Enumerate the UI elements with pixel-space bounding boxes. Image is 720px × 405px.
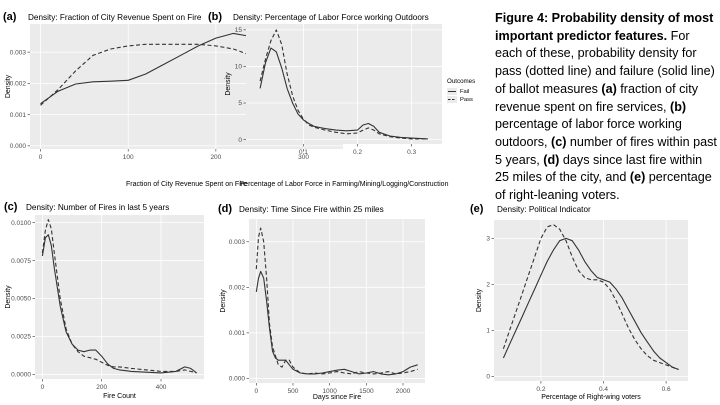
x-tick-label: 0.2 <box>353 149 362 156</box>
y-tick-label: 0 <box>486 374 490 381</box>
x-axis-label: Percentage of Labor Force in Farming/Min… <box>240 181 449 188</box>
y-tick-label: 0.0075 <box>11 258 31 265</box>
caption-figure-label: Figure 4: <box>495 11 549 25</box>
y-tick-label: 0 <box>238 137 242 144</box>
y-tick-label: 0.003 <box>10 49 27 56</box>
chart-title: Density: Fraction of City Revenue Spent … <box>28 13 202 22</box>
fail-density-line <box>502 237 679 371</box>
chart-title: Density: Number of Fires in last 5 years <box>26 203 169 212</box>
pass-density-line <box>255 227 418 375</box>
y-tick-label: 0.0025 <box>11 334 31 341</box>
y-axis-label: Density <box>5 74 12 98</box>
y-tick-label: 0.002 <box>229 285 246 292</box>
plot-panel <box>246 24 442 144</box>
x-tick-label: 0.6 <box>662 386 671 393</box>
figure-caption: Figure 4: Probability density of most im… <box>495 10 717 205</box>
caption-tag-d: (d) <box>543 152 560 167</box>
y-axis-label: Density <box>225 72 232 96</box>
y-tick-label: 0.001 <box>229 330 246 337</box>
legend-entry-label: Fail <box>460 89 469 95</box>
caption-body-d: days since last fire within 25 miles of … <box>495 152 703 185</box>
y-tick-label: 0.0000 <box>11 372 31 379</box>
x-tick-label: 400 <box>156 384 167 391</box>
panel-tag: (e) <box>470 203 484 215</box>
chart-title: Density: Percentage of Labor Force worki… <box>233 13 429 22</box>
x-axis-label: Percentage of Right-wing voters <box>541 394 641 401</box>
x-tick-label: 0 <box>39 154 43 161</box>
chart-title: Density: Political Indicator <box>497 205 591 214</box>
caption-tag-c: (c) <box>551 134 567 149</box>
fail-density-line <box>41 234 197 374</box>
x-tick-label: 0.1 <box>299 149 308 156</box>
x-tick-label: 1000 <box>322 388 337 395</box>
x-tick-label: 200 <box>210 154 221 161</box>
y-axis-label: Density <box>5 285 12 309</box>
caption-title: Probability density of most important pr… <box>495 11 714 43</box>
x-tick-label: 500 <box>288 388 299 395</box>
x-tick-label: 300 <box>298 154 309 161</box>
y-tick-label: 0.003 <box>229 239 246 246</box>
y-tick-label: 0.0100 <box>11 220 31 227</box>
pass-density-line <box>41 219 197 374</box>
chart-b: (b) Density: Percentage of Labor Force wo… <box>208 11 475 188</box>
y-axis-label: Density <box>220 289 227 313</box>
legend-title: Outcomes <box>447 78 475 85</box>
y-tick-label: 5 <box>238 100 242 107</box>
x-axis-label: Fire Count <box>103 393 136 400</box>
caption-body-a: fraction of city revenue spent on fire s… <box>495 81 699 114</box>
panel-tag: (b) <box>208 11 222 23</box>
x-tick-label: 0.2 <box>536 386 545 393</box>
chart-e: (e) Density: Political Indicator 0.2 0.4 0.6… <box>470 203 688 401</box>
y-tick-label: 15 <box>235 27 243 34</box>
caption-body-c: number of fires within past 5 years, <box>495 134 717 167</box>
y-tick-label: 1 <box>486 328 490 335</box>
y-tick-label: 0.000 <box>229 376 246 383</box>
caption-body-e: percentage of right-leaning voters. <box>495 170 712 203</box>
panel-tag: (d) <box>218 203 232 215</box>
x-tick-label: 0 <box>41 384 45 391</box>
pass-density-line <box>502 224 679 371</box>
y-tick-label: 0.001 <box>10 112 27 119</box>
x-axis-label: Days since Fire <box>313 394 361 401</box>
y-tick-label: 0.0050 <box>11 296 31 303</box>
x-tick-label: 0.4 <box>599 386 608 393</box>
legend-entry-label: Pass <box>460 97 473 103</box>
y-tick-label: 10 <box>235 64 243 71</box>
fail-density-line <box>259 47 428 140</box>
panel-tag: (c) <box>4 201 18 213</box>
x-tick-label: 0 <box>255 388 259 395</box>
x-tick-label: 0.3 <box>407 149 416 156</box>
chart-c: (c) Density: Number of Fires in last 5 ye… <box>4 201 204 400</box>
y-tick-label: 3 <box>486 236 490 243</box>
chart-d: (d) Density: Time Since Fire within 25 mi… <box>218 203 425 401</box>
x-axis-label: Fraction of City Revenue Spent on Fire <box>126 181 247 188</box>
y-axis-label: Density <box>476 288 483 312</box>
caption-body-b: percentage of labor force working outdoo… <box>495 117 682 149</box>
x-tick-label: 200 <box>96 384 107 391</box>
caption-body-intro: For each of these, probability density f… <box>495 28 715 96</box>
caption-tag-e: (e) <box>629 170 646 185</box>
legend: Outcomes Fail Pass <box>447 78 475 103</box>
x-tick-label: 100 <box>123 154 134 161</box>
panel-tag: (a) <box>3 11 17 23</box>
plot-panel <box>35 215 204 379</box>
plot-panel <box>249 219 425 383</box>
y-tick-label: 2 <box>486 282 490 289</box>
pass-density-line <box>259 29 428 140</box>
chart-title: Density: Time Since Fire within 25 miles <box>239 205 384 214</box>
x-tick-label: 1500 <box>359 388 374 395</box>
caption-tag-b: (b) <box>670 99 687 114</box>
y-tick-label: 0.000 <box>10 143 27 150</box>
x-tick-label: 2000 <box>396 388 411 395</box>
caption-tag-a: (a) <box>601 81 617 96</box>
y-tick-label: 0.002 <box>10 81 27 88</box>
